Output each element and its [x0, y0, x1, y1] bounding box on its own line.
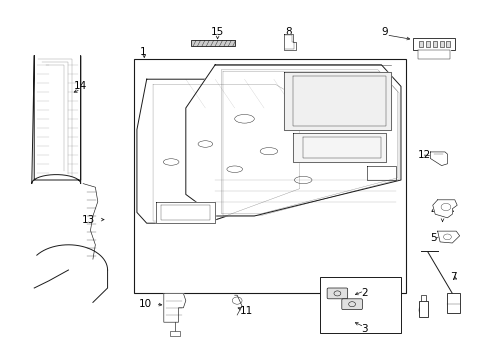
Bar — [418, 301, 427, 317]
Bar — [134, 59, 405, 293]
Polygon shape — [283, 72, 390, 130]
Polygon shape — [185, 65, 400, 216]
Polygon shape — [163, 293, 185, 322]
Polygon shape — [429, 152, 447, 166]
Text: 15: 15 — [210, 27, 224, 37]
Text: 10: 10 — [138, 299, 151, 309]
Text: 13: 13 — [82, 215, 95, 225]
Polygon shape — [417, 50, 449, 59]
Text: 14: 14 — [74, 81, 87, 91]
FancyBboxPatch shape — [341, 299, 362, 310]
Polygon shape — [432, 200, 456, 218]
Polygon shape — [32, 56, 81, 184]
FancyBboxPatch shape — [326, 288, 347, 299]
Bar — [425, 41, 429, 47]
Bar — [320, 277, 400, 333]
Polygon shape — [293, 133, 386, 162]
Text: 2: 2 — [360, 288, 367, 298]
Text: 5: 5 — [429, 233, 436, 243]
Polygon shape — [283, 34, 295, 50]
Text: 1: 1 — [139, 47, 146, 57]
Polygon shape — [156, 202, 215, 223]
Polygon shape — [437, 231, 459, 243]
Bar — [447, 293, 459, 313]
Bar — [190, 40, 234, 46]
Bar — [420, 295, 426, 301]
Bar — [412, 38, 454, 50]
Text: 7: 7 — [449, 272, 456, 282]
Text: 9: 9 — [381, 27, 387, 37]
Bar — [432, 41, 436, 47]
Text: 3: 3 — [360, 324, 367, 334]
Bar — [439, 41, 443, 47]
Text: 12: 12 — [417, 150, 430, 160]
Text: 4: 4 — [429, 206, 436, 216]
Bar — [418, 41, 422, 47]
Text: 11: 11 — [239, 306, 252, 316]
Text: 8: 8 — [285, 27, 291, 37]
Bar — [446, 41, 449, 47]
Text: 6: 6 — [416, 306, 423, 316]
Polygon shape — [137, 79, 303, 223]
Bar — [170, 331, 180, 336]
